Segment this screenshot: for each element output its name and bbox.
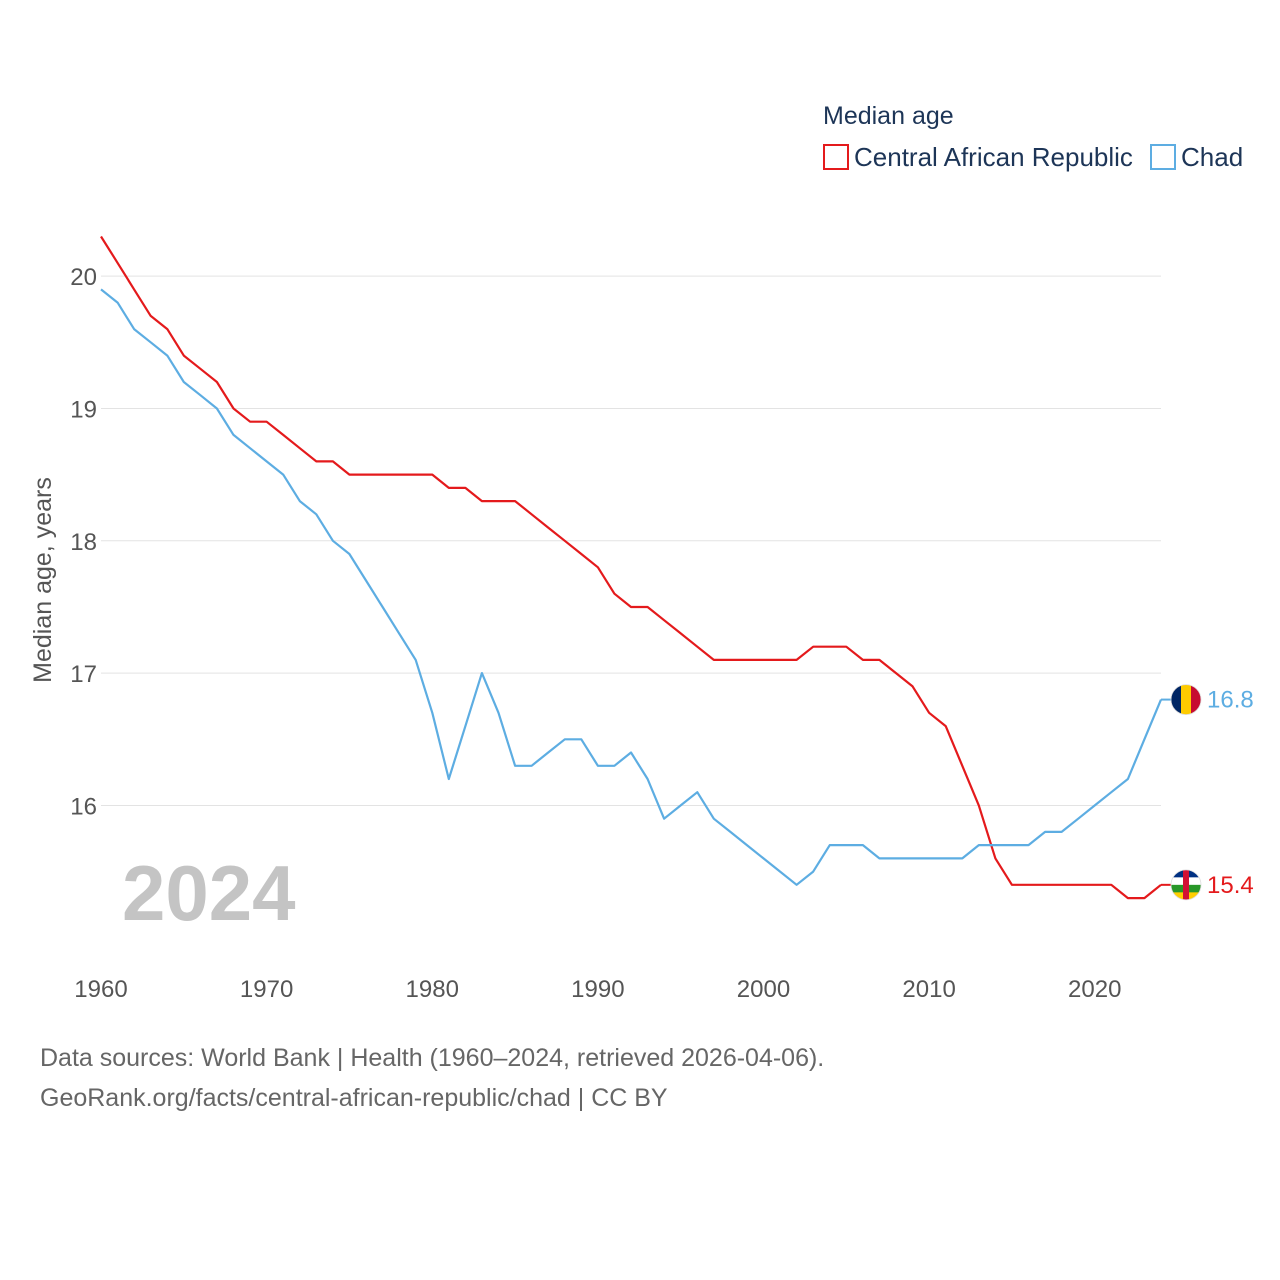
year-watermark: 2024 [122,849,296,937]
flag-icon-chad [1170,684,1202,715]
y-tick-label-17: 17 [70,661,97,688]
legend-swatch-central-african-republic[interactable] [823,144,849,170]
x-tick-label-2010: 2010 [902,976,955,1003]
series-lines [100,235,1163,900]
y-axis-label: Median age, years [29,477,57,683]
legend-label-chad[interactable]: Chad [1181,142,1243,172]
x-tick-label-1980: 1980 [406,976,459,1003]
y-tick-label-16: 16 [70,793,97,820]
end-markers: 15.4 16.8 [1161,684,1254,901]
gridlines [101,275,1161,806]
source-url: GeoRank.org/facts/central-african-republ… [40,1084,668,1112]
x-axis: 1960 1970 1980 1990 2000 2010 2020 [74,976,1121,1003]
end-value-label-chad: 16.8 [1207,687,1254,714]
legend-label-central-african-republic[interactable]: Central African Republic [854,142,1133,172]
legend-swatch-chad[interactable] [1150,144,1176,170]
x-tick-label-1990: 1990 [571,976,624,1003]
y-tick-label-18: 18 [70,529,97,556]
y-tick-label-19: 19 [70,396,97,423]
series-line-central-african-republic [100,235,1162,900]
flag-icon-central-african-republic [1170,869,1202,901]
legend-title: Median age [823,102,954,130]
data-source-note: Data sources: World Bank | Health (1960–… [40,1044,825,1072]
x-tick-label-2000: 2000 [737,976,790,1003]
legend: Median age Central African Republic Chad [823,102,1243,172]
y-axis: 16 17 18 19 20 [70,264,97,820]
series-line-chad [100,288,1163,886]
end-value-label-central-african-republic: 15.4 [1207,872,1254,899]
x-tick-label-1960: 1960 [74,976,127,1003]
x-tick-label-2020: 2020 [1068,976,1121,1003]
y-tick-label-20: 20 [70,264,97,291]
x-tick-label-1970: 1970 [240,976,293,1003]
